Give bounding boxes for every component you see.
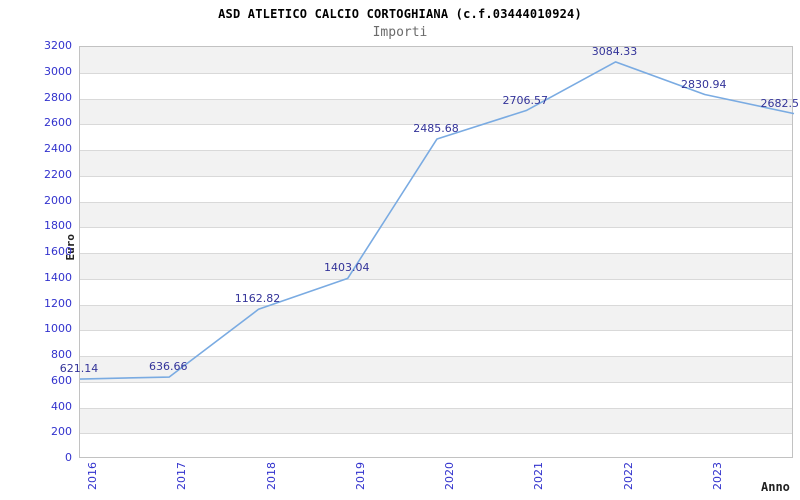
x-tick-label: 2019: [353, 462, 367, 490]
y-tick-label: 1600: [44, 245, 72, 258]
gridline: [80, 330, 792, 332]
point-value-label: 2830.94: [681, 77, 727, 91]
gridline: [80, 407, 792, 409]
plot-band: [80, 150, 792, 176]
y-tick-label: 0: [65, 451, 72, 464]
point-value-label: 2485.68: [413, 121, 459, 135]
x-tick-label: 2018: [264, 462, 278, 490]
gridline: [80, 98, 792, 100]
point-value-label: 1162.82: [234, 292, 281, 306]
y-tick-label: 200: [51, 425, 72, 439]
gridline: [80, 253, 792, 254]
x-tick-label: 2023: [710, 462, 724, 490]
x-tick-label: 2021: [532, 462, 546, 490]
plot-band: [80, 98, 792, 125]
y-tick-label: 1000: [44, 322, 72, 336]
point-value-label: 3084.33: [591, 44, 638, 58]
y-tick-label: 600: [51, 373, 72, 387]
x-tick-label: 2016: [86, 462, 99, 490]
gridline: [80, 433, 792, 435]
point-value-label: 621.14: [59, 362, 99, 376]
plot-band: [80, 304, 792, 331]
y-tick-label: 2400: [44, 142, 72, 155]
x-axis-title: Anno: [761, 480, 790, 494]
gridline: [80, 381, 792, 383]
plot-band: [80, 356, 792, 382]
point-value-label: 636.66: [149, 360, 188, 374]
plot-band: [80, 47, 792, 73]
chart-title: ASD ATLETICO CALCIO CORTOGHIANA (c.f.034…: [218, 7, 582, 21]
gridline: [80, 175, 792, 177]
y-tick-label: 800: [51, 348, 72, 361]
y-tick-label: 2200: [44, 167, 72, 181]
line-series: [79, 61, 795, 380]
plot-band: [80, 201, 792, 228]
gridline: [80, 72, 792, 74]
gridline: [80, 278, 792, 280]
y-tick-label: 2000: [44, 193, 72, 207]
gridline: [80, 124, 792, 126]
x-tick-label: 2022: [621, 462, 635, 490]
x-tick-label: 2017: [175, 462, 189, 490]
y-tick-label: 3200: [44, 39, 72, 52]
y-tick-label: 2800: [44, 90, 72, 104]
y-tick-label: 1800: [44, 219, 72, 233]
y-tick-label: 400: [51, 399, 72, 413]
y-tick-label: 2600: [44, 116, 72, 130]
gridline: [80, 356, 792, 357]
x-tick-label: 2020: [443, 462, 456, 490]
gridline: [80, 201, 792, 203]
gridline: [80, 150, 792, 151]
gridline: [80, 304, 792, 306]
chart-subtitle: Importi: [372, 25, 428, 40]
point-value-label: 2706.57: [502, 93, 549, 107]
y-tick-label: 1200: [44, 296, 72, 310]
point-value-label: 2682.5: [760, 96, 800, 110]
y-tick-label: 3000: [44, 64, 72, 78]
plot-band: [80, 253, 792, 279]
series-line: [79, 61, 795, 380]
point-value-label: 1403.04: [324, 261, 370, 275]
gridline: [80, 227, 792, 229]
y-tick-label: 1400: [44, 270, 72, 284]
plot-band: [80, 407, 792, 434]
plot-area: [79, 46, 795, 458]
